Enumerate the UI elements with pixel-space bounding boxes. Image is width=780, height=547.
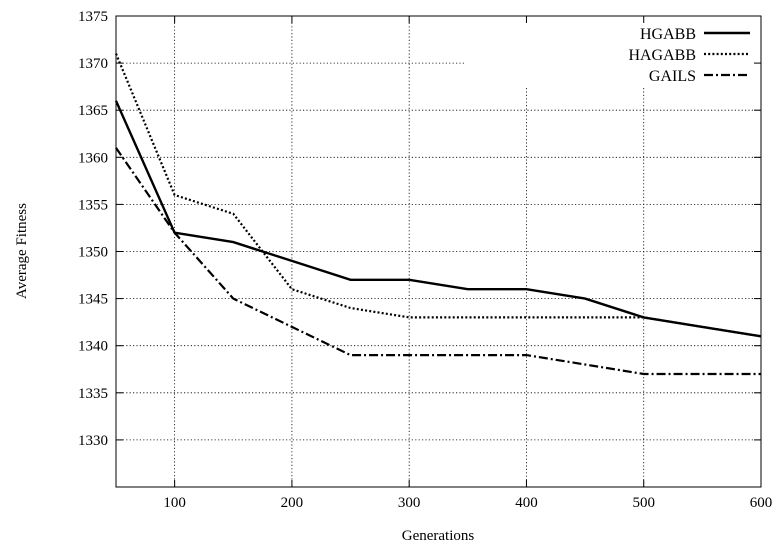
x-tick-label: 600 [750,495,773,511]
y-tick-label: 1350 [78,245,108,261]
y-tick-label: 1345 [78,292,108,308]
y-tick-label: 1330 [78,433,108,449]
legend: HGABB HAGABB GAILS [628,26,750,85]
legend-label-hgabb: HGABB [640,26,696,43]
y-tick-label: 1355 [78,197,108,213]
y-tick-label: 1365 [78,103,108,119]
series-line-gails [115,147,761,376]
grid [116,16,761,487]
x-axis-label: Generations [402,528,475,544]
series-lines [114,53,762,376]
y-tick-label: 1360 [78,150,108,166]
y-axis-label: Average Fitness [14,203,30,299]
y-tick-label: 1340 [78,339,108,355]
axis-ticks: 1330 1335 1340 1345 1350 1355 1360 1365 1370 1375… [78,9,772,511]
y-tick-label: 1375 [78,9,108,25]
x-tick-label: 500 [632,495,655,511]
x-tick-label: 400 [515,495,538,511]
x-tick-label: 200 [281,495,304,511]
series-line-hagabb [114,53,762,338]
legend-label-gails: GAILS [649,68,696,85]
series-line-hgabb [114,100,762,338]
legend-label-hagabb: HAGABB [628,47,696,64]
y-tick-label: 1335 [78,386,108,402]
x-tick-label: 300 [398,495,421,511]
x-tick-label: 100 [163,495,186,511]
y-tick-label: 1370 [78,56,108,72]
